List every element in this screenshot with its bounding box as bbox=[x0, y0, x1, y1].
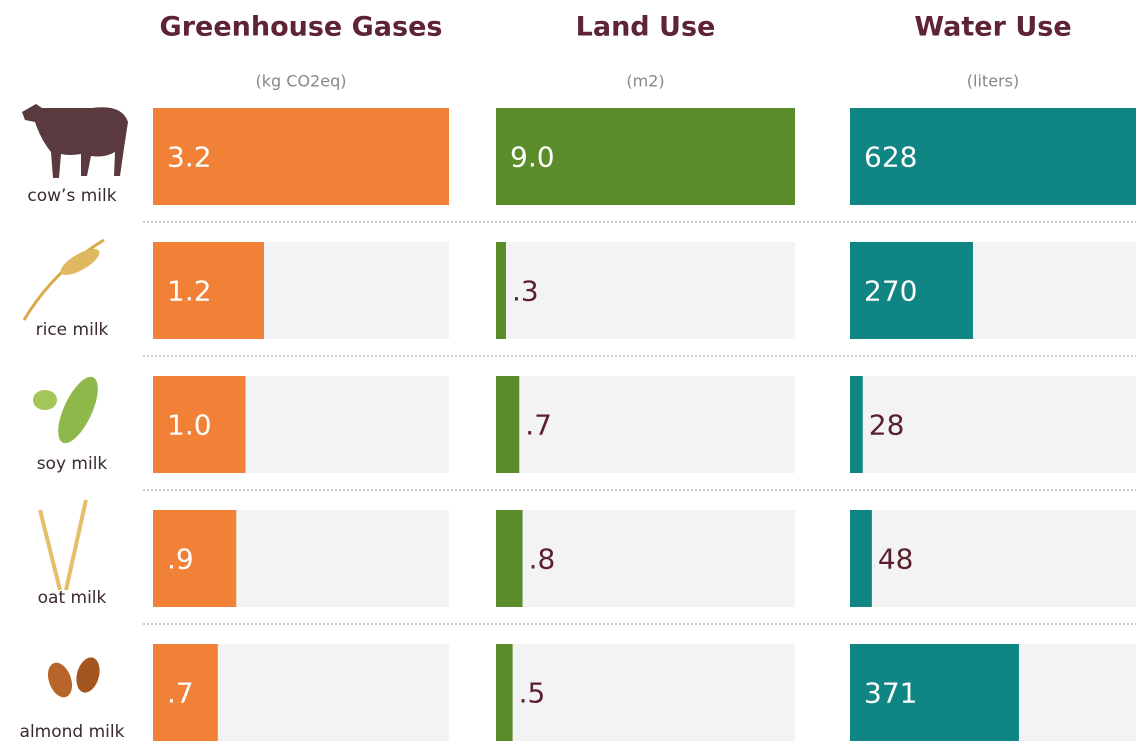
panel-title: Water Use bbox=[914, 12, 1071, 43]
almond-icon bbox=[73, 655, 104, 695]
cow-icon bbox=[22, 104, 128, 178]
chart: cow’s milk rice milk soy milk oat milk almon… bbox=[0, 0, 1136, 742]
rice-icon bbox=[57, 244, 103, 280]
bar bbox=[153, 510, 236, 607]
value-label: 48 bbox=[878, 543, 914, 576]
value-label: 3.2 bbox=[167, 141, 212, 174]
oat-icon bbox=[40, 500, 86, 590]
almond-icon bbox=[44, 659, 77, 700]
category-label: rice milk bbox=[36, 320, 109, 340]
value-label: .3 bbox=[512, 275, 539, 308]
value-label: 1.0 bbox=[167, 409, 212, 442]
bar bbox=[496, 510, 523, 607]
category-label: soy milk bbox=[37, 454, 108, 474]
value-label: .9 bbox=[167, 543, 194, 576]
value-label: 628 bbox=[864, 141, 917, 174]
value-label: 1.2 bbox=[167, 275, 212, 308]
panel-unit: (kg CO2eq) bbox=[256, 72, 347, 91]
bar bbox=[850, 510, 872, 607]
value-label: 371 bbox=[864, 677, 917, 710]
bar bbox=[496, 242, 506, 339]
value-label: 9.0 bbox=[510, 141, 555, 174]
bar bbox=[850, 376, 863, 473]
panel-title: Land Use bbox=[576, 12, 716, 43]
category-label: almond milk bbox=[20, 722, 125, 742]
panel-title: Greenhouse Gases bbox=[160, 12, 443, 43]
value-label: 28 bbox=[869, 409, 905, 442]
panel-unit: (m2) bbox=[626, 72, 664, 91]
bar bbox=[496, 644, 513, 741]
bar-track bbox=[496, 242, 795, 339]
value-label: .7 bbox=[167, 677, 194, 710]
soy-icon bbox=[50, 371, 106, 448]
soy-icon bbox=[33, 390, 57, 410]
value-label: .5 bbox=[519, 677, 546, 710]
value-label: .7 bbox=[525, 409, 552, 442]
value-label: 270 bbox=[864, 275, 917, 308]
value-label: .8 bbox=[529, 543, 556, 576]
bar bbox=[496, 376, 519, 473]
panel-unit: (liters) bbox=[967, 72, 1019, 91]
category-label: oat milk bbox=[38, 588, 107, 608]
category-label: cow’s milk bbox=[27, 186, 116, 206]
